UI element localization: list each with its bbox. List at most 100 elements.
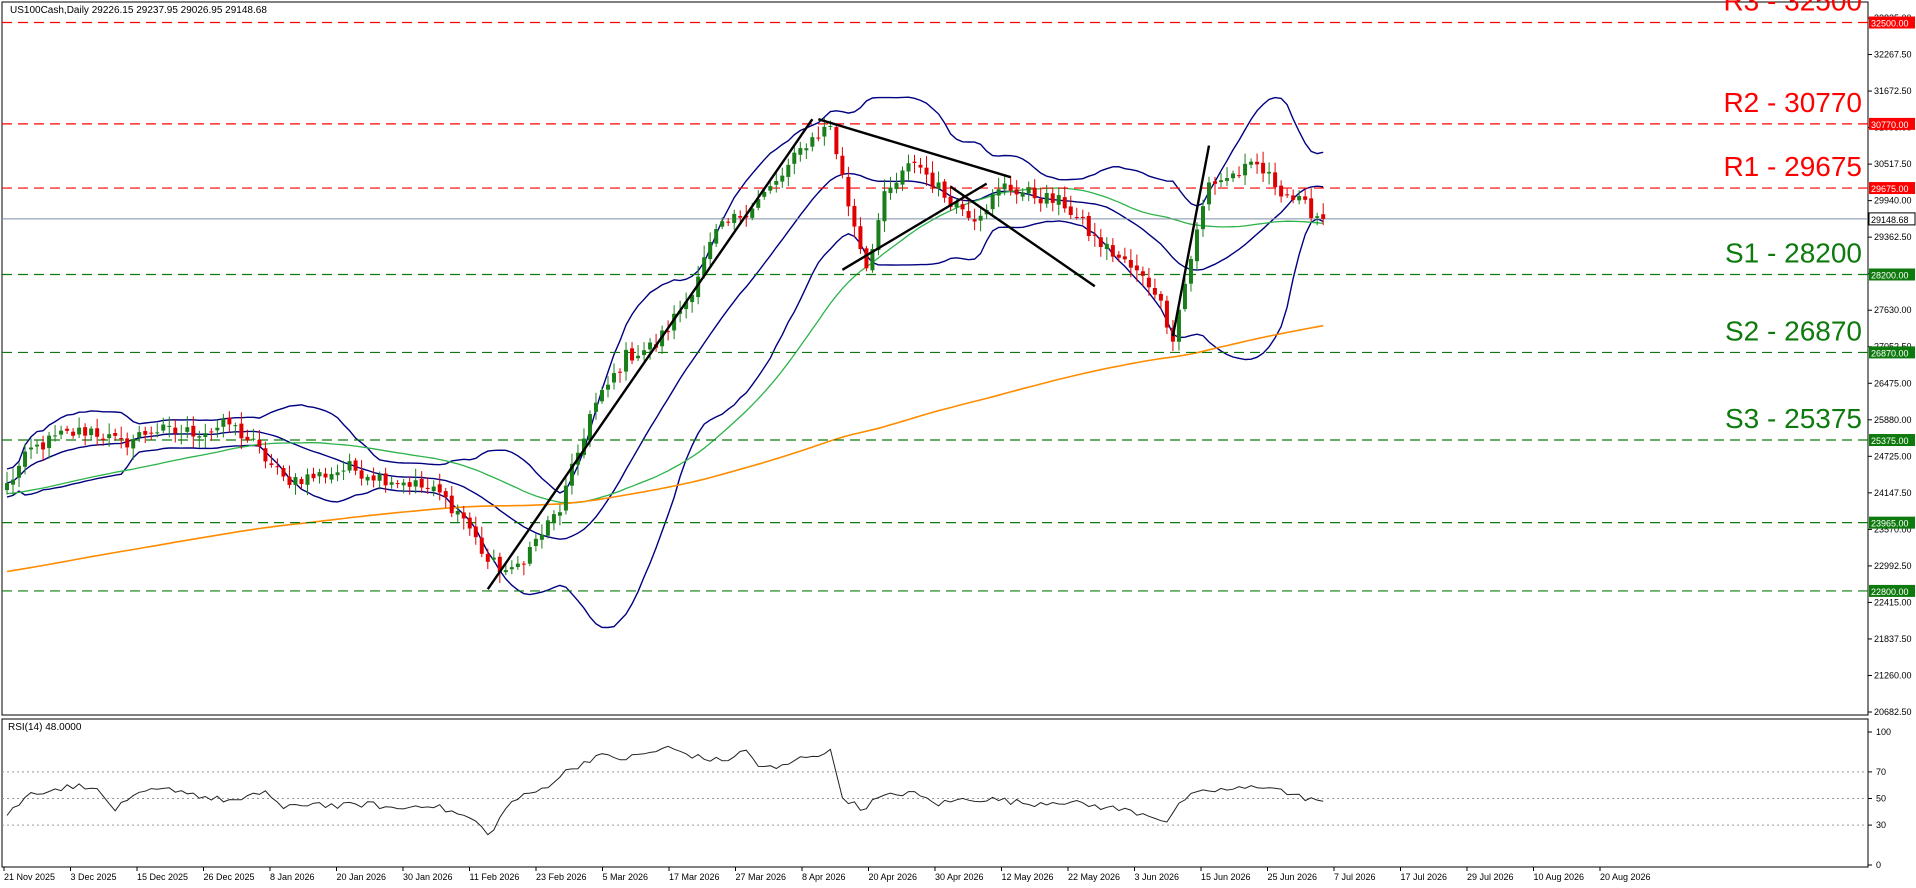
trendline-4 (949, 185, 1096, 288)
x-tick-label: 20 Aug 2026 (1600, 872, 1651, 882)
x-tick-label: 12 May 2026 (1002, 872, 1054, 882)
candle-body (1213, 181, 1218, 184)
level-tag-text: 26870.00 (1871, 348, 1909, 358)
candle (197, 430, 202, 448)
candle (1182, 277, 1187, 312)
candle (113, 428, 118, 441)
candle (1062, 186, 1067, 213)
candle (804, 143, 809, 160)
candle-body (798, 148, 803, 155)
candle (786, 158, 791, 187)
candle (978, 207, 983, 232)
candle-body (83, 427, 88, 436)
candle (311, 467, 316, 482)
main-panel-frame (1, 1, 1869, 716)
candle-body (960, 204, 965, 210)
candle (1249, 158, 1254, 169)
candle-body (1164, 300, 1169, 328)
candle-body (353, 460, 358, 471)
level-tag-r2: 30770.00 (1869, 117, 1915, 130)
candle (257, 430, 262, 454)
y-tick-label: 21260.00 (1874, 670, 1912, 680)
level-tag-text: 22800.00 (1871, 587, 1909, 597)
candle-body (341, 470, 346, 472)
candle-body (461, 512, 466, 519)
candle-body (1273, 172, 1278, 188)
x-tick-label: 21 Nov 2025 (4, 872, 55, 882)
candle-body (503, 570, 508, 573)
candle-body (642, 350, 647, 356)
candle (1188, 255, 1193, 292)
candle-body (1249, 161, 1254, 165)
ma-short-line (6, 187, 1324, 504)
level-tag-bg (1869, 434, 1915, 447)
candle (666, 320, 671, 341)
rsi-title: RSI(14) 48.0000 (8, 722, 82, 733)
candle (1213, 176, 1218, 195)
y-tick-label: 26475.00 (1874, 378, 1912, 388)
candle (389, 476, 394, 489)
candle-body (95, 428, 100, 437)
candle-body (401, 482, 406, 486)
candle (780, 167, 785, 188)
x-tick-label: 15 Dec 2025 (137, 872, 188, 882)
support-resistance-levels (2, 21, 1868, 592)
candle-body (581, 438, 586, 456)
candle-body (702, 257, 707, 276)
y-tick-label: 24147.50 (1874, 488, 1912, 498)
candle-body (1255, 161, 1260, 165)
candle (894, 172, 899, 194)
candle-body (587, 414, 592, 441)
candle-body (846, 176, 851, 207)
candle-body (419, 478, 424, 488)
candle (293, 473, 298, 495)
candle (1273, 162, 1278, 196)
candle-body (612, 373, 617, 383)
candle (882, 179, 887, 232)
candle (95, 418, 100, 446)
level-label-r1: R1 - 29675 (1723, 151, 1862, 182)
candle-body (1014, 189, 1019, 195)
candle (539, 524, 544, 549)
candle (455, 504, 460, 523)
level-tag-l1: 23965.00 (1869, 516, 1915, 529)
candle (1080, 209, 1085, 225)
candle (1050, 187, 1055, 212)
candle-body (648, 342, 653, 350)
y-tick-label: 24725.00 (1874, 451, 1912, 461)
candle (1279, 180, 1284, 203)
candle-body (65, 428, 70, 431)
candle-body (606, 384, 610, 390)
candle-body (293, 477, 298, 485)
candle-body (1092, 234, 1097, 236)
candle-body (1279, 185, 1284, 197)
level-tag-bg (1869, 16, 1915, 29)
candle-body (539, 534, 544, 540)
candle-body (299, 479, 304, 485)
bollinger-bands (6, 96, 1324, 629)
candle (383, 467, 388, 493)
candle-body (521, 563, 526, 565)
candle (606, 376, 610, 398)
candle-body (1219, 180, 1224, 183)
candle-body (143, 431, 148, 435)
candle-body (1267, 171, 1272, 174)
candle (1303, 190, 1308, 204)
candle-body (563, 485, 568, 511)
candle-body (1225, 178, 1230, 181)
candle-body (29, 447, 34, 450)
candle-body (1032, 188, 1037, 199)
candle (1243, 153, 1248, 185)
candle (359, 460, 364, 486)
candle (137, 425, 142, 442)
candle-body (1008, 184, 1013, 191)
candle-body (1231, 173, 1236, 179)
candle-body (786, 164, 791, 177)
y-tick-label: 32267.50 (1874, 50, 1912, 60)
y-tick-label: 30517.50 (1874, 159, 1912, 169)
candle-body (912, 161, 917, 163)
candle-body (954, 201, 959, 208)
candle (774, 172, 779, 193)
candle (59, 425, 64, 440)
candle-body (443, 491, 448, 498)
